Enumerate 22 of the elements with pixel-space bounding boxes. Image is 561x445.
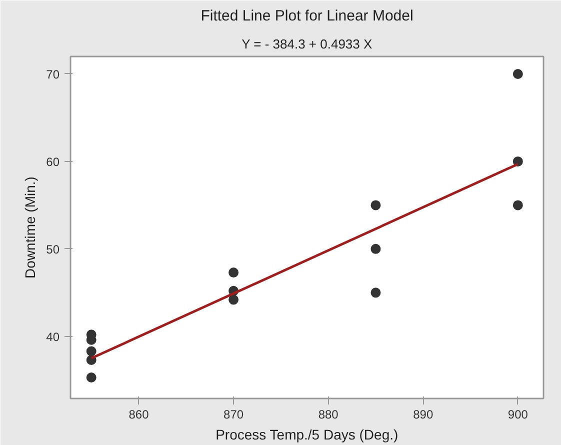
x-tick-label: 900 <box>508 408 528 422</box>
point <box>228 268 239 278</box>
x-tick-label: 870 <box>224 408 244 422</box>
y-tick-label: 50 <box>46 242 60 256</box>
y-axis-title: Downtime (Min.) <box>22 176 38 278</box>
point <box>370 200 381 210</box>
point <box>370 244 381 254</box>
point <box>512 200 523 210</box>
point <box>228 294 239 305</box>
x-tick-label: 860 <box>128 408 150 422</box>
point <box>370 288 381 298</box>
x-tick-label: 880 <box>318 408 339 422</box>
y-tick-label: 70 <box>46 67 60 82</box>
y-tick-label: 60 <box>46 154 60 169</box>
point <box>512 69 523 79</box>
y-tick-label: 40 <box>46 330 60 344</box>
x-tick-label: 890 <box>413 408 434 422</box>
chart-title: Fitted Line Plot for Linear Model <box>200 8 414 24</box>
chart-subtitle: Y = - 384.3 + 0.4933 X <box>242 36 373 52</box>
point <box>86 372 96 382</box>
x-axis-title: Process Temp./5 Days (Deg.) <box>216 426 398 442</box>
point <box>86 346 96 356</box>
